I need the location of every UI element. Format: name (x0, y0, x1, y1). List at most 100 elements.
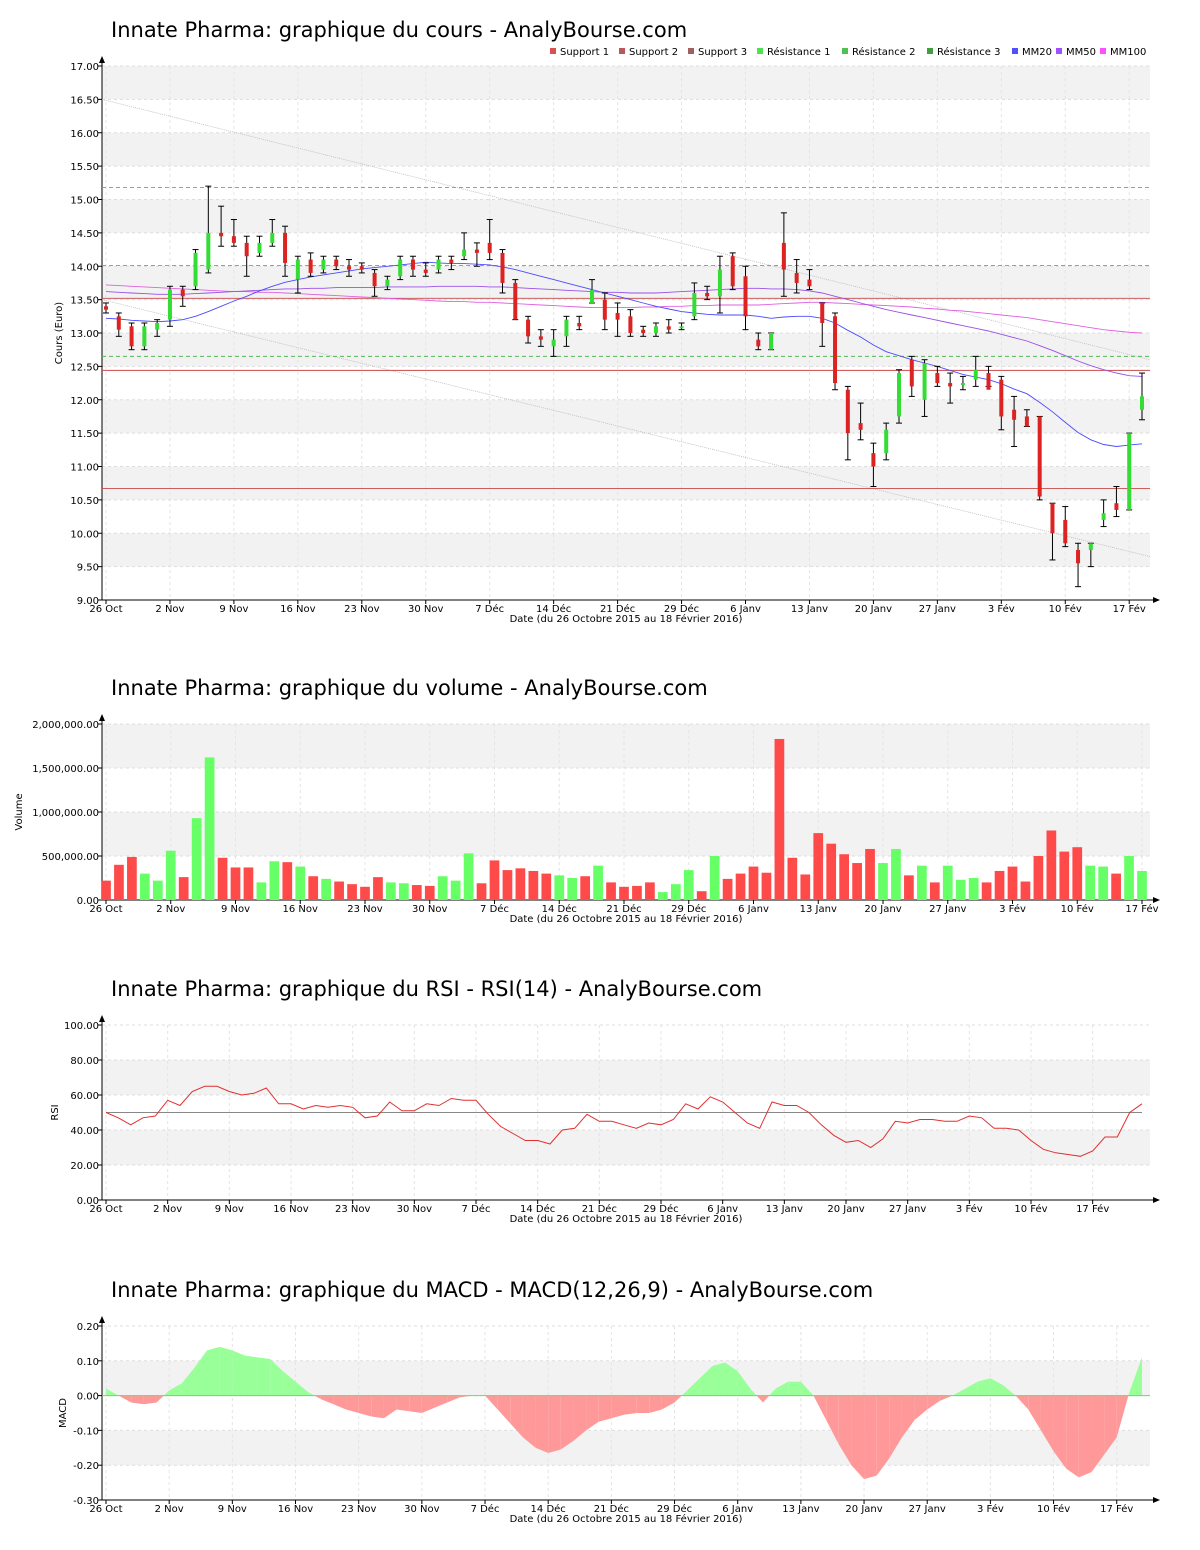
volume-bar (243, 867, 254, 900)
macd-area-negative (598, 1395, 612, 1422)
x-tick-label: 23 Nov (344, 604, 380, 615)
x-tick-label: 17 Fév (1113, 603, 1146, 615)
macd-chart: Innate Pharma: graphique du MACD - MACD(… (58, 1278, 1160, 1525)
x-tick-label: 20 Janv (845, 1504, 882, 1515)
macd-area-negative (813, 1395, 827, 1420)
x-tick-label: 17 Fév (1100, 1503, 1133, 1515)
x-tick-label: 10 Fév (1014, 1203, 1047, 1215)
candle-body (935, 373, 940, 384)
candle-body (692, 292, 697, 317)
y-tick-label: 1,500,000.00 (32, 764, 99, 775)
y-tick-label: 10.50 (70, 496, 99, 507)
legend-label: Support 1 (560, 47, 609, 58)
volume-bar (152, 880, 163, 900)
volume-bar (541, 873, 552, 900)
macd-area-positive (990, 1378, 1004, 1396)
volume-bar (968, 878, 979, 900)
candle-body (347, 266, 352, 270)
x-axis-label: Date (du 26 Octobre 2015 au 18 Février 2… (510, 613, 743, 625)
x-tick-label: 7 Déc (480, 903, 509, 915)
candle-body (628, 316, 633, 333)
macd-area-negative (371, 1395, 384, 1419)
candle-body (219, 232, 224, 237)
macd-area-positive (308, 1392, 315, 1396)
candle-body (922, 363, 927, 400)
y-tick-label: 16.50 (70, 95, 99, 106)
macd-area-negative (358, 1395, 372, 1417)
grid-band (102, 812, 1150, 856)
x-tick-label: 9 Nov (215, 1204, 244, 1215)
macd-area-negative (156, 1395, 164, 1403)
candle-body (986, 373, 991, 390)
macd-area-negative (383, 1395, 397, 1419)
mm50-line (105, 285, 1143, 377)
x-tick-label: 29 Déc (664, 603, 699, 615)
macd-area-negative (1078, 1395, 1092, 1478)
y-tick-label: 9.00 (77, 596, 99, 607)
candle-body (1063, 519, 1068, 544)
candle-body (116, 316, 121, 330)
candle-body (359, 266, 364, 270)
candle-body (321, 259, 326, 270)
legend-swatch (688, 48, 694, 54)
volume-bar (114, 864, 124, 900)
macd-area-negative (756, 1395, 763, 1403)
x-tick-label: 20 Janv (855, 604, 892, 615)
candle-body (1101, 513, 1106, 520)
legend-label: Résistance 1 (767, 46, 830, 58)
volume-bar (593, 865, 603, 900)
y-tick-label: 20.00 (70, 1161, 99, 1172)
y-tick-label: 500,000.00 (42, 852, 99, 863)
x-tick-label: 13 Janv (800, 904, 837, 915)
volume-bar (1020, 881, 1031, 900)
macd-area-negative (497, 1395, 511, 1424)
y-tick-label: 40.00 (70, 1126, 99, 1137)
macd-area-negative (876, 1395, 890, 1476)
y-tick-label: -0.20 (73, 1461, 99, 1472)
macd-area-negative (939, 1395, 953, 1401)
x-tick-label: 27 Janv (909, 1504, 946, 1515)
y-tick-label: 11.50 (70, 429, 99, 440)
x-tick-label: 27 Janv (919, 604, 956, 615)
y-tick-label: 13.00 (70, 329, 99, 340)
volume-bar (761, 872, 772, 900)
y-axis-arrow (99, 714, 105, 721)
candle-body (167, 289, 172, 320)
macd-area-positive (169, 1383, 182, 1396)
y-tick-label: 0.00 (77, 896, 99, 907)
x-tick-label: 17 Fév (1125, 903, 1158, 915)
macd-area-negative (914, 1395, 928, 1420)
macd-area-negative (889, 1395, 902, 1459)
x-axis-label: Date (du 26 Octobre 2015 au 18 Février 2… (510, 1513, 743, 1525)
x-axis-label: Date (du 26 Octobre 2015 au 18 Février 2… (510, 913, 743, 925)
x-tick-label: 13 Janv (766, 1204, 803, 1215)
macd-area-positive (725, 1362, 738, 1396)
legend-label: Résistance 3 (937, 46, 1000, 58)
x-tick-label: 17 Fév (1076, 1203, 1109, 1215)
macd-area-positive (232, 1350, 245, 1396)
legend-label: MM50 (1066, 47, 1096, 58)
volume-bar (334, 881, 344, 900)
x-tick-label: 2 Nov (156, 904, 185, 915)
x-tick-label: 26 Oct (89, 1504, 122, 1515)
price-chart: Innate Pharma: graphique du cours - Anal… (54, 18, 1160, 625)
x-tick-label: 29 Déc (657, 1503, 692, 1515)
volume-bar (1059, 851, 1070, 900)
candle-body (1114, 503, 1119, 510)
y-tick-label: 0.00 (77, 1196, 99, 1207)
legend-label: MM20 (1022, 47, 1052, 58)
y-tick-label: 0.00 (77, 1392, 99, 1403)
legend-swatch (619, 48, 625, 54)
volume-bar (386, 882, 396, 900)
macd-area-positive (181, 1367, 195, 1396)
x-axis-label: Date (du 26 Octobre 2015 au 18 Février 2… (510, 1213, 743, 1225)
grid-band (102, 1130, 1150, 1165)
candle-body (308, 259, 313, 273)
legend-label: MM100 (1110, 47, 1146, 58)
rsi-line (105, 1085, 1143, 1157)
x-axis-arrow (1153, 1497, 1160, 1503)
macd-area-negative (548, 1395, 561, 1454)
candle-body (896, 373, 901, 417)
candle-body (410, 259, 415, 270)
x-tick-label: 9 Nov (219, 604, 248, 615)
